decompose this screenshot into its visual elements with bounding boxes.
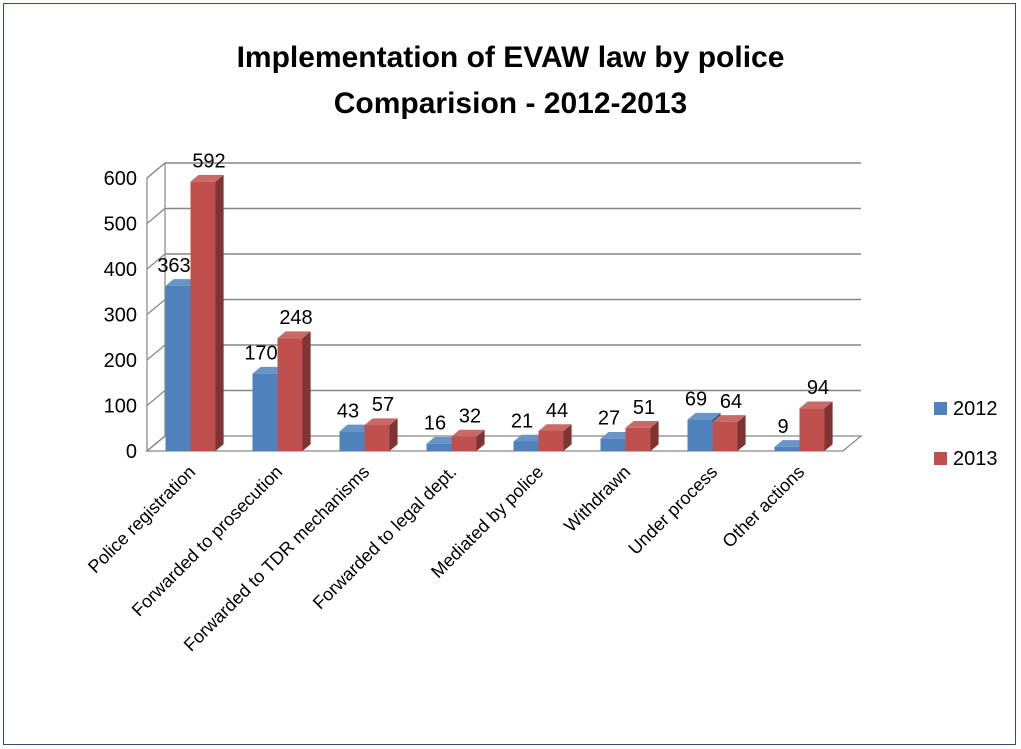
bar-top [625, 421, 659, 428]
bar-top [451, 429, 485, 437]
bar-2013 [799, 401, 833, 451]
bar-front [538, 430, 564, 451]
data-label: 51 [633, 397, 655, 419]
bar-front [774, 446, 800, 451]
data-label: 94 [807, 377, 829, 399]
gridline-side [146, 344, 166, 361]
chart-subtitle: Comparision - 2012-2013 [333, 87, 688, 120]
category-label: Other actions [718, 462, 808, 552]
bar-top [600, 431, 634, 439]
data-label: 9 [777, 416, 788, 438]
bar-side [737, 415, 746, 451]
category-label: Withdrawn [560, 462, 634, 536]
data-label: 32 [459, 405, 481, 427]
data-label: 592 [192, 151, 225, 173]
bar-2013 [712, 415, 746, 451]
bar-front [600, 438, 626, 451]
bar-side [302, 331, 311, 451]
data-label: 248 [279, 307, 312, 329]
bar-2013 [277, 331, 311, 451]
bar-front [364, 425, 390, 451]
y-tick-label: 300 [104, 305, 137, 327]
bar-side [650, 421, 659, 451]
data-label: 21 [511, 410, 533, 432]
bar-front [712, 421, 738, 451]
bar-top [426, 436, 460, 444]
bar-top [190, 174, 224, 182]
bar-top [513, 434, 547, 442]
data-label: 16 [424, 413, 446, 435]
bar-side [389, 418, 398, 451]
legend-label-2013: 2013 [953, 448, 998, 470]
legend-swatch-2012 [934, 402, 947, 415]
bar-front [277, 338, 303, 451]
data-label: 69 [685, 389, 707, 411]
chart-title: Implementation of EVAW law by police [236, 41, 785, 74]
bar-2013 [364, 418, 398, 451]
bar-side [215, 174, 224, 451]
bar-top [774, 440, 808, 447]
bar-top [799, 401, 833, 409]
gridline-side [146, 253, 166, 270]
legend-label-2012: 2012 [953, 398, 998, 420]
gridline-side [146, 435, 166, 452]
bar-front [625, 427, 651, 451]
bar-front [687, 419, 713, 451]
data-label: 43 [337, 400, 359, 422]
data-label: 44 [546, 400, 568, 422]
gridline-side [146, 390, 166, 406]
category-label: Forwarded to prosecution [128, 462, 286, 620]
data-label: 64 [720, 391, 742, 413]
bar-side [824, 401, 833, 451]
bar-front [165, 285, 191, 451]
data-label: 363 [157, 255, 190, 277]
bar-top [339, 424, 373, 432]
bar-2013 [190, 174, 224, 451]
y-tick-label: 500 [104, 214, 137, 236]
y-tick-label: 600 [104, 168, 137, 190]
gridline-side [146, 208, 166, 224]
bar-2013 [451, 429, 485, 451]
bar-front [339, 431, 365, 451]
bar-top [252, 366, 286, 374]
bar-top [687, 412, 721, 420]
gridline-side [146, 162, 166, 179]
bar-front [190, 181, 216, 451]
bar-top [712, 415, 746, 422]
bar-2013 [625, 421, 659, 451]
data-label: 57 [372, 394, 394, 416]
y-tick-label: 400 [104, 259, 137, 281]
bar-side [476, 429, 485, 451]
gridline-side [146, 299, 166, 315]
data-label: 27 [598, 408, 620, 430]
y-tick-label: 0 [126, 441, 137, 463]
bar-front [451, 436, 477, 451]
y-tick-label: 200 [104, 350, 137, 372]
bar-top [165, 279, 199, 286]
y-tick-label: 100 [104, 396, 137, 418]
bar-top [538, 424, 572, 431]
category-label: Under process [624, 462, 721, 559]
bar-top [364, 418, 398, 426]
bar-front [252, 373, 278, 451]
bar-front [513, 441, 539, 451]
bar-side [563, 424, 572, 451]
data-label: 170 [244, 343, 277, 365]
bar-top [277, 331, 311, 339]
category-label: Forwarded to TDR mechanisms [180, 462, 374, 656]
bar-front [799, 408, 825, 451]
legend-swatch-2013 [934, 452, 947, 465]
bar-front [426, 443, 452, 451]
category-label: Forwarded to legal dept. [309, 462, 460, 613]
bar-2013 [538, 424, 572, 451]
